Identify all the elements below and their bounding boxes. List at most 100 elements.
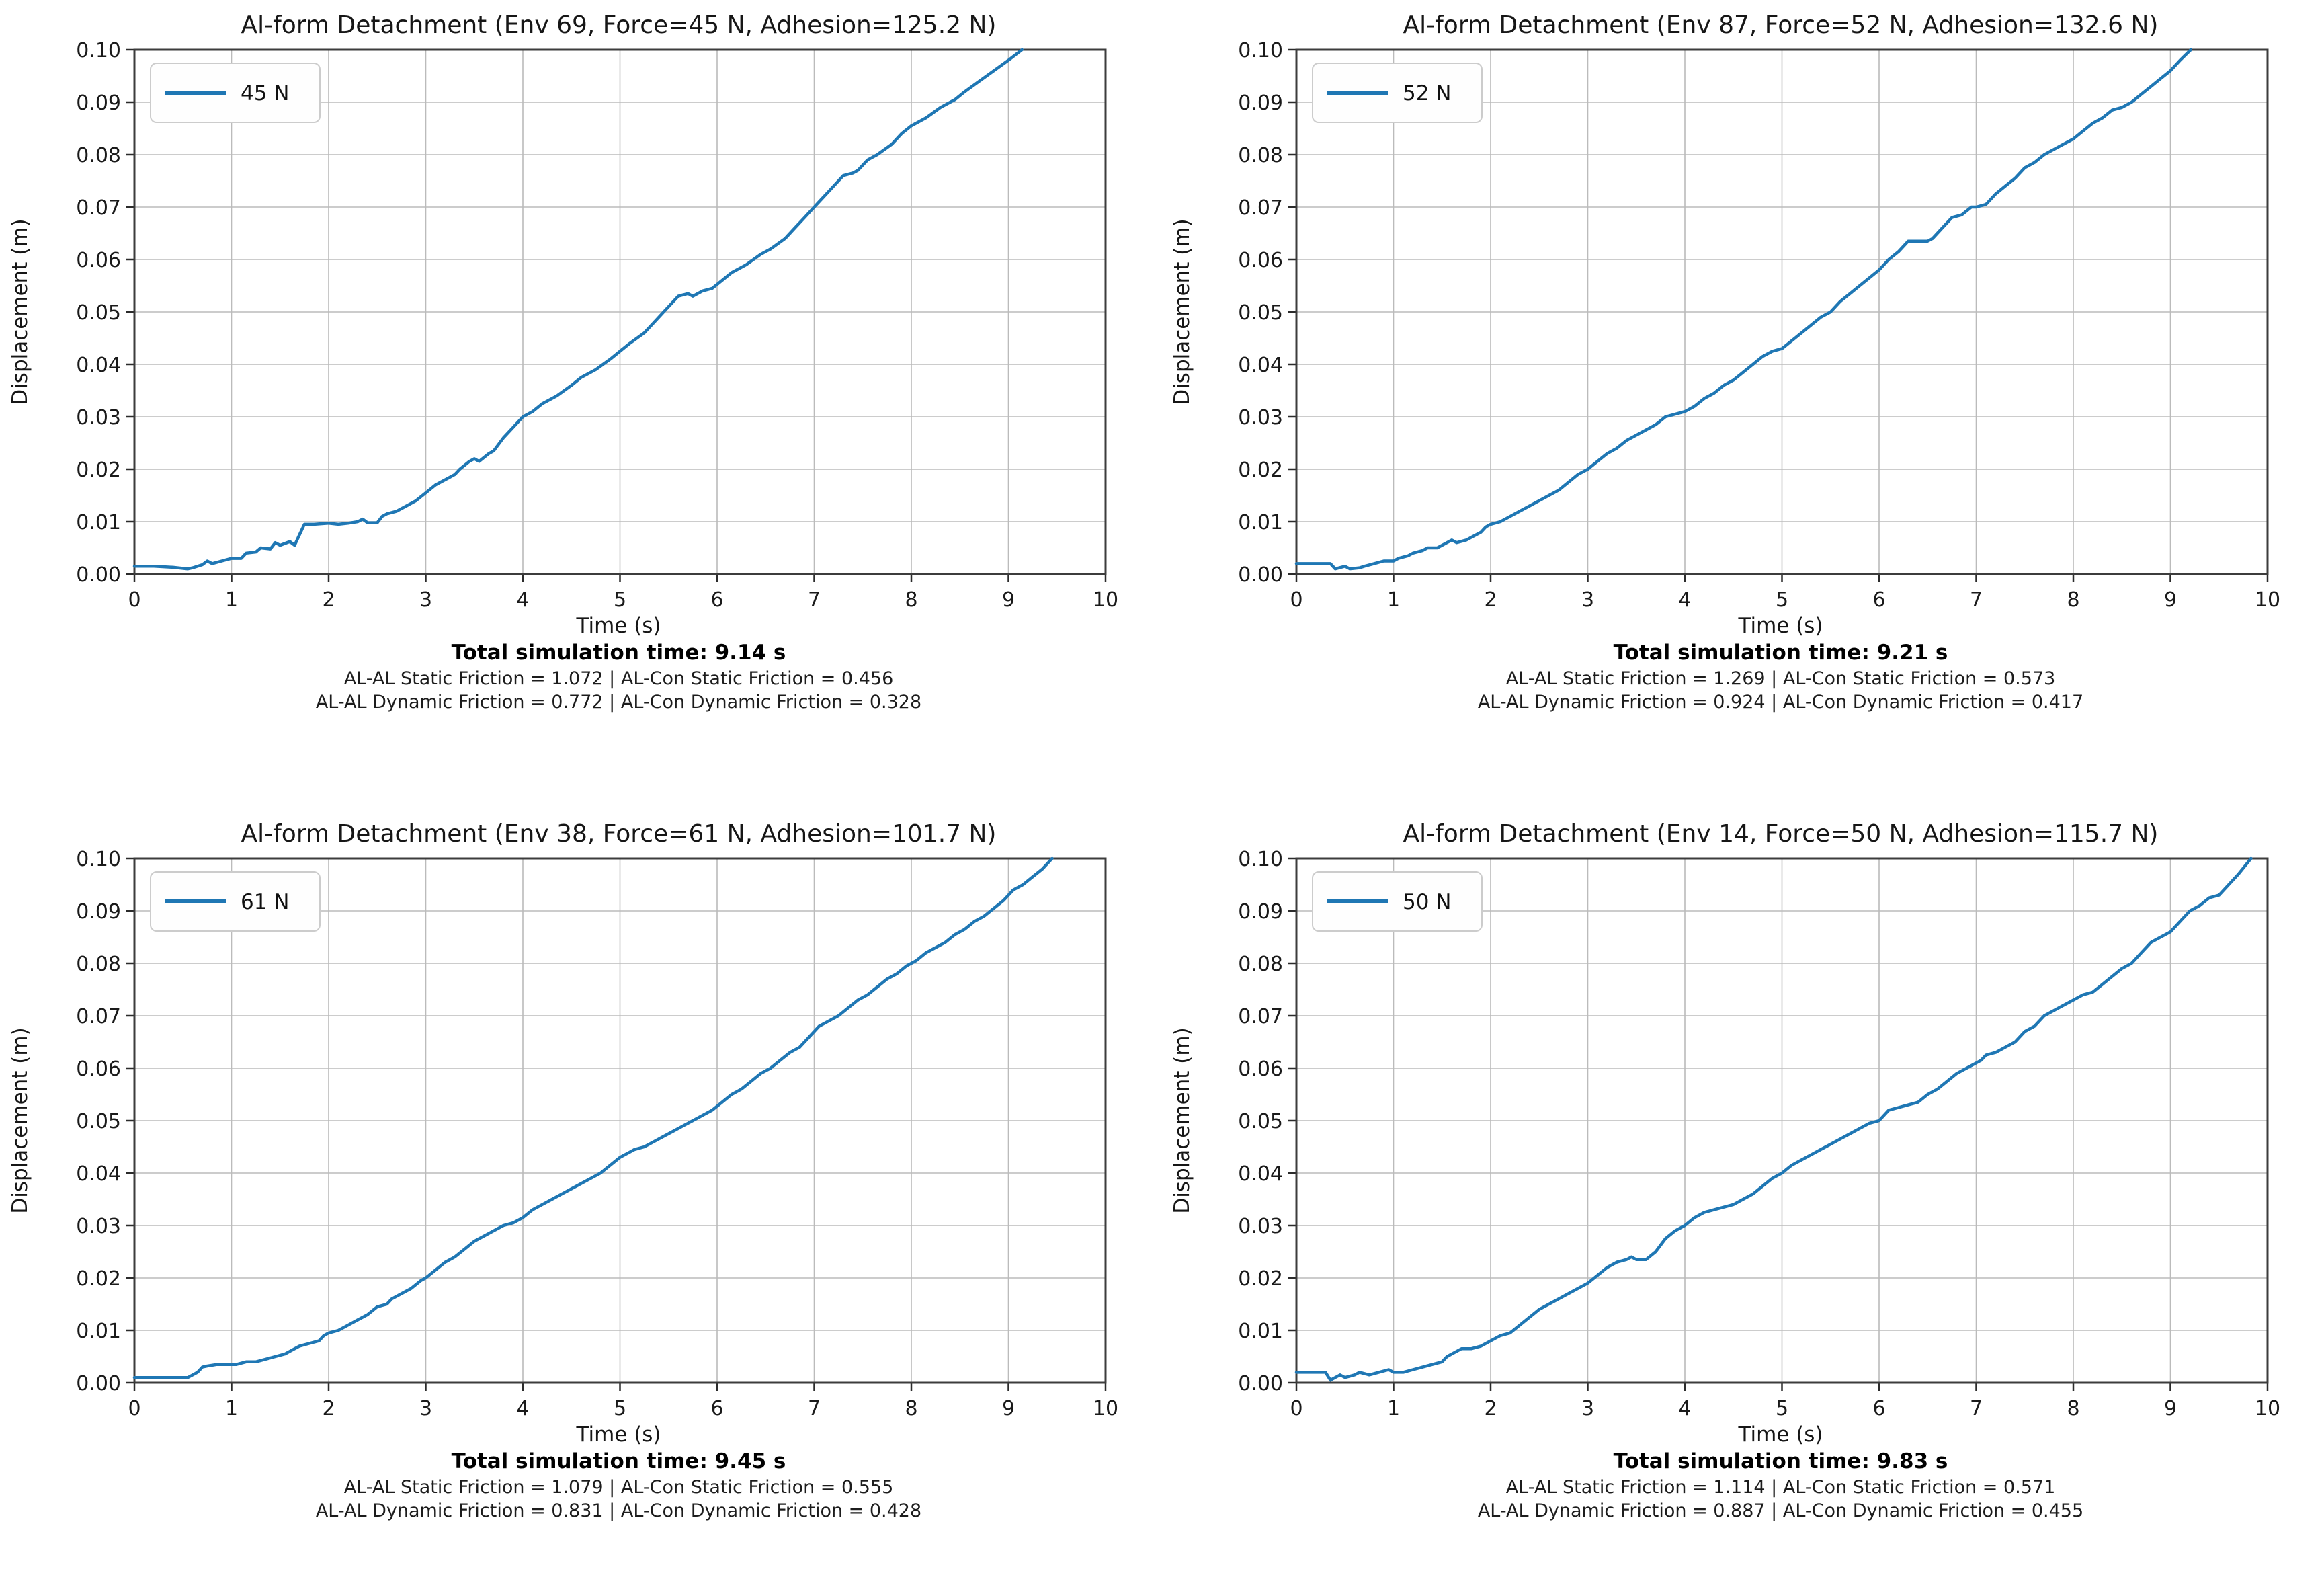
x-tick-label: 1 (225, 588, 238, 612)
legend-box (150, 871, 321, 932)
chart-card-env14: Al-form Detachment (Env 14, Force=50 N, … (1162, 784, 2324, 1569)
y-tick-label: 0.01 (76, 1320, 121, 1343)
x-tick-label: 7 (1970, 1397, 1983, 1420)
total-time-annotation: Total simulation time: 9.45 s (451, 1449, 786, 1474)
legend-box (1312, 63, 1483, 123)
x-tick-label: 7 (808, 1397, 821, 1420)
x-tick-label: 5 (614, 1397, 626, 1420)
x-tick-label: 0 (1290, 1397, 1302, 1420)
y-tick-label: 0.08 (76, 144, 121, 167)
x-tick-label: 4 (1678, 588, 1691, 612)
y-tick-label: 0.06 (1238, 1057, 1283, 1081)
y-tick-label: 0.07 (1238, 1005, 1283, 1029)
x-tick-label: 3 (1581, 588, 1594, 612)
y-tick-label: 0.10 (1238, 849, 1283, 871)
legend-box (1312, 871, 1483, 932)
displacement-curve (1294, 856, 2253, 1382)
y-tick-label: 0.04 (1238, 354, 1283, 377)
y-tick-label: 0.00 (76, 563, 121, 587)
total-time-annotation: Total simulation time: 9.21 s (1613, 641, 1948, 665)
y-tick-label: 0.01 (1238, 511, 1283, 534)
x-tick-label: 8 (905, 1397, 917, 1420)
legend-label: 50 N (1403, 890, 1452, 914)
y-tick-label: 0.08 (1238, 953, 1283, 976)
plot-frame (1295, 48, 2269, 575)
x-tick-label: 2 (322, 588, 335, 612)
y-tick-label: 0.03 (76, 1215, 121, 1238)
chart-annotations: Time (s) Total simulation time: 9.83 s A… (1200, 1422, 2324, 1523)
x-tick-label: 6 (1872, 1397, 1885, 1420)
y-tick-label: 0.03 (1238, 1215, 1283, 1238)
y-tick-label: 0.10 (76, 849, 121, 871)
y-tick-label: 0.04 (76, 354, 121, 377)
y-tick-label: 0.03 (76, 406, 121, 430)
x-tick-label: 9 (2164, 588, 2177, 612)
plot-frame (1295, 857, 2269, 1384)
y-tick-label: 0.09 (1238, 91, 1283, 115)
y-tick-label: 0.08 (1238, 144, 1283, 167)
dynamic-friction-annotation: AL-AL Dynamic Friction = 0.831 | AL-Con … (315, 1500, 922, 1521)
y-tick-label: 0.02 (1238, 1267, 1283, 1291)
x-tick-label: 2 (322, 1397, 335, 1420)
x-axis-label: Time (s) (576, 1422, 661, 1447)
x-tick-label: 1 (225, 1397, 238, 1420)
x-tick-label: 6 (1872, 588, 1885, 612)
legend-label: 45 N (241, 81, 290, 106)
y-tick-label: 0.00 (1238, 563, 1283, 587)
y-tick-label: 0.01 (1238, 1320, 1283, 1343)
y-tick-label: 0.00 (76, 1372, 121, 1396)
plot-area: 0 1 2 3 4 5 6 7 8 9 10 0.00 0.01 0.02 0.03 0.04 0.05 0.06… (8, 40, 1118, 612)
y-tick-label: 0.02 (76, 1267, 121, 1291)
y-tick-label: 0.10 (76, 40, 121, 63)
x-tick-label: 9 (2164, 1397, 2177, 1420)
chart-annotations: Time (s) Total simulation time: 9.45 s A… (38, 1422, 1162, 1523)
y-tick-label: 0.10 (1238, 40, 1283, 63)
x-tick-label: 8 (905, 588, 917, 612)
displacement-curve (132, 856, 1054, 1379)
plot-area: 0 1 2 3 4 5 6 7 8 9 10 0.00 0.01 0.02 0.03 0.04 0.05 0.06… (1170, 849, 2280, 1420)
dynamic-friction-annotation: AL-AL Dynamic Friction = 0.924 | AL-Con … (1477, 692, 2084, 713)
x-tick-label: 0 (128, 588, 140, 612)
chart-title: Al-form Detachment (Env 69, Force=45 N, … (241, 11, 997, 39)
x-tick-label: 7 (808, 588, 821, 612)
x-tick-label: 5 (1776, 588, 1788, 612)
x-axis-label: Time (s) (1738, 614, 1823, 638)
x-tick-label: 4 (516, 1397, 529, 1420)
y-axis-label: Displacement (m) (1170, 1027, 1194, 1213)
y-tick-label: 0.06 (1238, 249, 1283, 272)
x-tick-label: 8 (2067, 588, 2079, 612)
static-friction-annotation: AL-AL Static Friction = 1.114 | AL-Con S… (1505, 1477, 2056, 1498)
y-tick-label: 0.09 (1238, 900, 1283, 924)
y-tick-label: 0.07 (76, 1005, 121, 1029)
x-tick-label: 4 (1678, 1397, 1691, 1420)
x-axis-label: Time (s) (1738, 1422, 1823, 1447)
plot-frame (133, 48, 1107, 575)
y-tick-label: 0.02 (76, 458, 121, 482)
chart-card-env69: Al-form Detachment (Env 69, Force=45 N, … (0, 0, 1162, 784)
dynamic-friction-annotation: AL-AL Dynamic Friction = 0.887 | AL-Con … (1477, 1500, 2084, 1521)
static-friction-annotation: AL-AL Static Friction = 1.072 | AL-Con S… (343, 668, 894, 689)
legend-box (150, 63, 321, 123)
chart-card-env38: Al-form Detachment (Env 38, Force=61 N, … (0, 784, 1162, 1569)
y-tick-label: 0.06 (76, 1057, 121, 1081)
x-tick-label: 8 (2067, 1397, 2079, 1420)
chart-annotations: Time (s) Total simulation time: 9.21 s A… (1200, 613, 2324, 714)
x-tick-label: 0 (1290, 588, 1302, 612)
chart-title: Al-form Detachment (Env 87, Force=52 N, … (1403, 11, 2159, 39)
x-tick-label: 5 (614, 588, 626, 612)
displacement-curve (132, 48, 1024, 571)
total-time-annotation: Total simulation time: 9.14 s (451, 641, 786, 665)
y-tick-label: 0.03 (1238, 406, 1283, 430)
plot-area: 0 1 2 3 4 5 6 7 8 9 10 0.00 0.01 0.02 0.03 0.04 0.05 0.06… (1170, 40, 2280, 612)
y-tick-label: 0.05 (1238, 1110, 1283, 1133)
x-tick-label: 0 (128, 1397, 140, 1420)
y-tick-label: 0.00 (1238, 1372, 1283, 1396)
x-tick-label: 10 (1093, 588, 1118, 612)
x-tick-label: 2 (1484, 588, 1497, 612)
y-axis-label: Displacement (m) (8, 1027, 32, 1213)
y-tick-label: 0.07 (76, 196, 121, 220)
y-tick-label: 0.09 (76, 900, 121, 924)
x-tick-label: 10 (1093, 1397, 1118, 1420)
y-tick-label: 0.05 (1238, 301, 1283, 325)
